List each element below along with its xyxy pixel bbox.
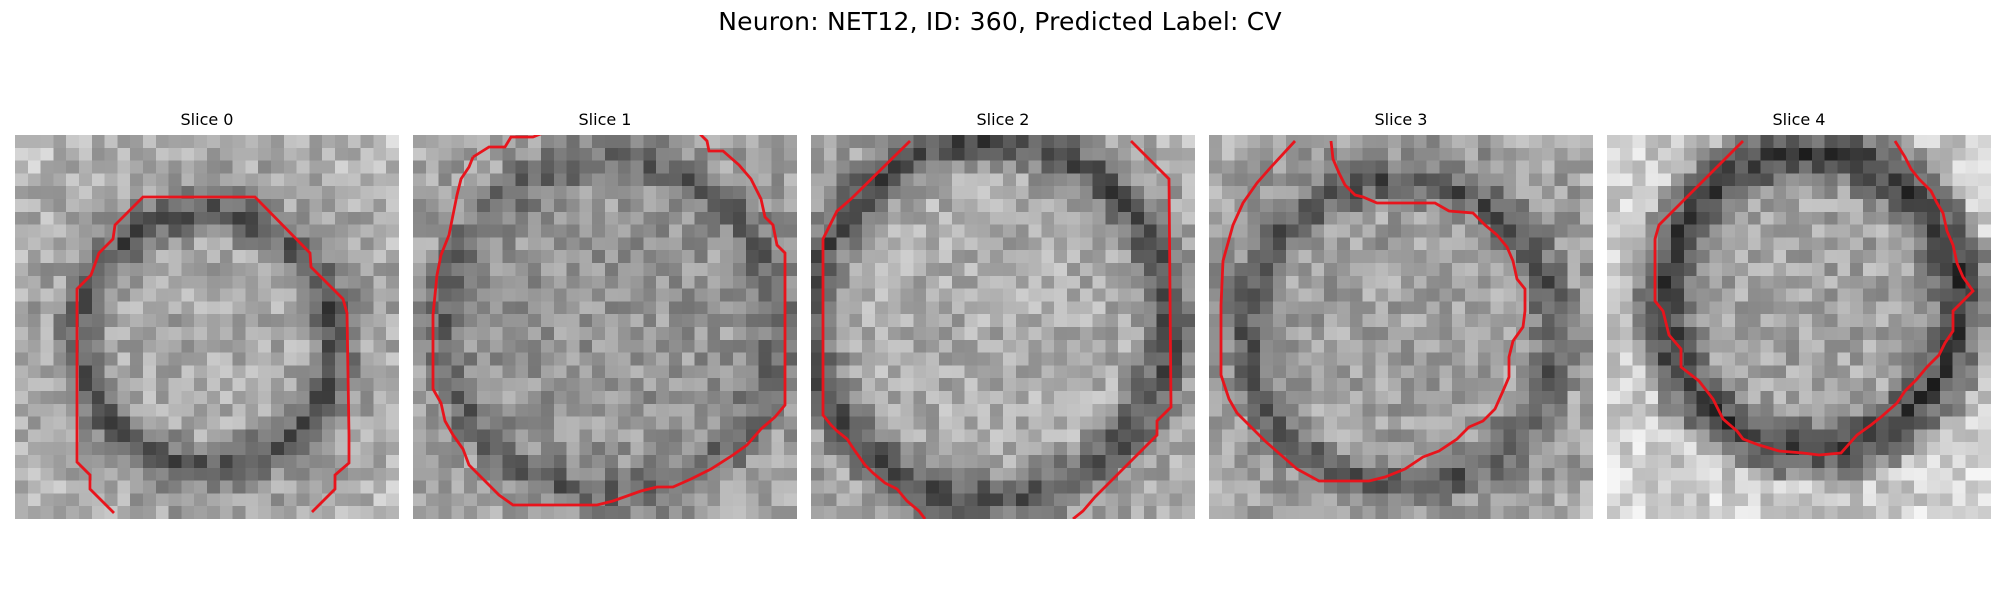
roi-contour	[1653, 140, 1975, 457]
slice-panel-0: Slice 0	[15, 108, 399, 524]
roi-contour	[1219, 140, 1527, 483]
roi-contour-overlay	[1219, 140, 1527, 483]
slice-title: Slice 3	[1374, 110, 1428, 129]
slice-title: Slice 1	[578, 110, 632, 129]
slice-panel-1: Slice 1	[413, 108, 797, 524]
roi-contour	[431, 135, 787, 507]
roi-contour	[821, 140, 927, 519]
slice-image	[413, 135, 797, 519]
roi-contour	[75, 195, 351, 514]
slice-title: Slice 0	[180, 110, 234, 129]
slice-image	[15, 135, 399, 519]
roi-contour	[1072, 140, 1173, 519]
slice-image	[1607, 135, 1991, 519]
slice-title: Slice 4	[1772, 110, 1826, 129]
grayscale-micrograph	[1607, 135, 1991, 519]
slice-image	[1209, 135, 1593, 519]
roi-contour-overlay	[431, 135, 787, 507]
slice-image	[811, 135, 1195, 519]
figure-title: Neuron: NET12, ID: 360, Predicted Label:…	[718, 7, 1282, 36]
slice-panel-4: Slice 4	[1607, 108, 1991, 524]
roi-contour-overlay	[75, 195, 351, 514]
grayscale-micrograph	[1209, 135, 1593, 519]
slice-title: Slice 2	[976, 110, 1030, 129]
roi-contour-overlay	[1653, 140, 1975, 457]
grayscale-micrograph	[15, 135, 399, 519]
grayscale-micrograph	[811, 135, 1195, 519]
roi-contour-overlay	[821, 140, 1173, 519]
slice-panel-3: Slice 3	[1209, 108, 1593, 524]
slice-panel-2: Slice 2	[811, 108, 1195, 524]
